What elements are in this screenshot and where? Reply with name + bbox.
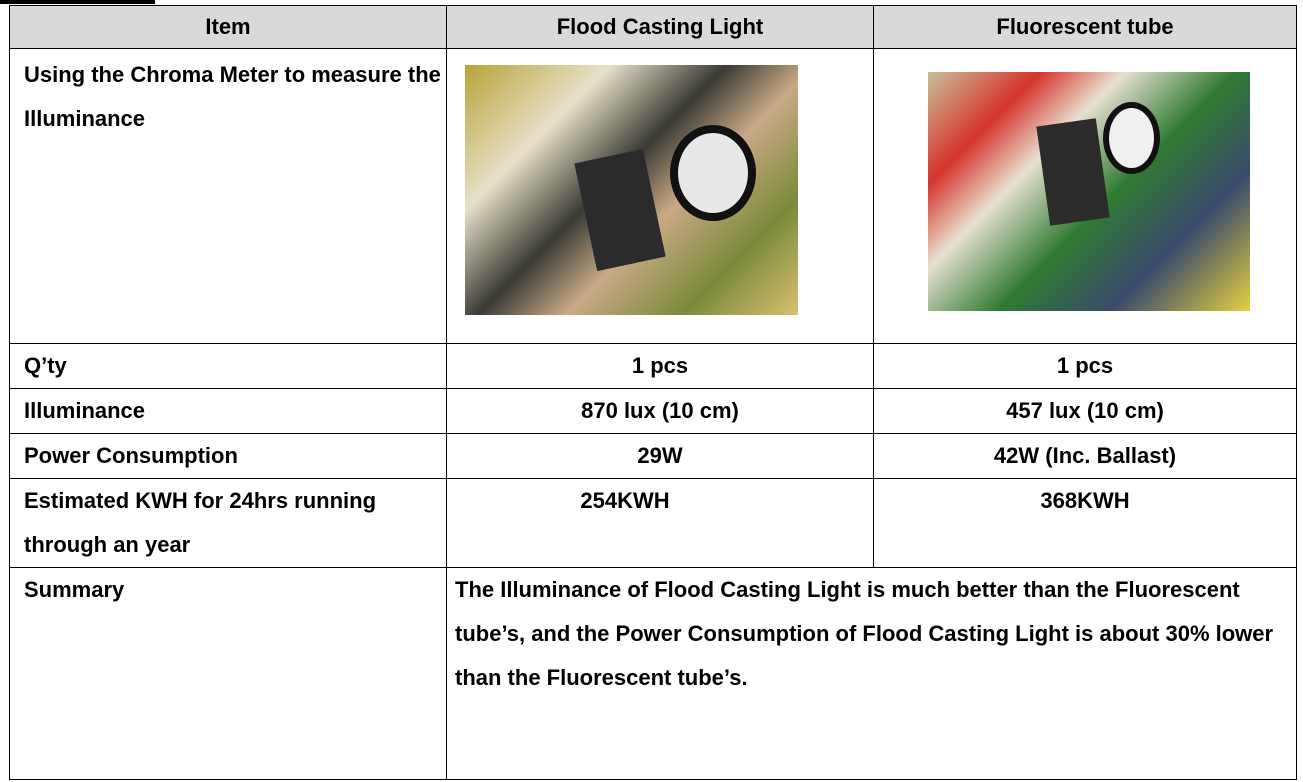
row-label: Q’ty xyxy=(10,344,447,389)
summary-cell: The Illuminance of Flood Casting Light i… xyxy=(447,568,1297,780)
header-cell: Flood Casting Light xyxy=(447,6,874,49)
row-label: Illuminance xyxy=(10,389,447,434)
top-bar xyxy=(0,0,155,4)
cell: 870 lux (10 cm) xyxy=(447,389,874,434)
photo-flood-light xyxy=(465,65,798,315)
row: Power Consumption 29W 42W (Inc. Ballast) xyxy=(10,434,1297,479)
cell: 254KWH xyxy=(447,479,874,568)
cell: 1 pcs xyxy=(874,344,1297,389)
row-label: Estimated KWH for 24hrs running through … xyxy=(10,479,447,568)
photo-fluorescent xyxy=(928,72,1250,311)
cell: 1 pcs xyxy=(447,344,874,389)
row-label: Using the Chroma Meter to measure the Il… xyxy=(10,49,447,344)
cell: 29W xyxy=(447,434,874,479)
row: Estimated KWH for 24hrs running through … xyxy=(10,479,1297,568)
row: Summary The Illuminance of Flood Casting… xyxy=(10,568,1297,780)
header-row: Item Flood Casting Light Fluorescent tub… xyxy=(10,6,1297,49)
row-label: Power Consumption xyxy=(10,434,447,479)
header-cell: Fluorescent tube xyxy=(874,6,1297,49)
row: Q’ty 1 pcs 1 pcs xyxy=(10,344,1297,389)
page: Item Flood Casting Light Fluorescent tub… xyxy=(0,0,1303,782)
cell: 42W (Inc. Ballast) xyxy=(874,434,1297,479)
cell: 457 lux (10 cm) xyxy=(874,389,1297,434)
row: Illuminance 870 lux (10 cm) 457 lux (10 … xyxy=(10,389,1297,434)
header-cell: Item xyxy=(10,6,447,49)
row-label: Summary xyxy=(10,568,447,780)
cell: 368KWH xyxy=(874,479,1297,568)
